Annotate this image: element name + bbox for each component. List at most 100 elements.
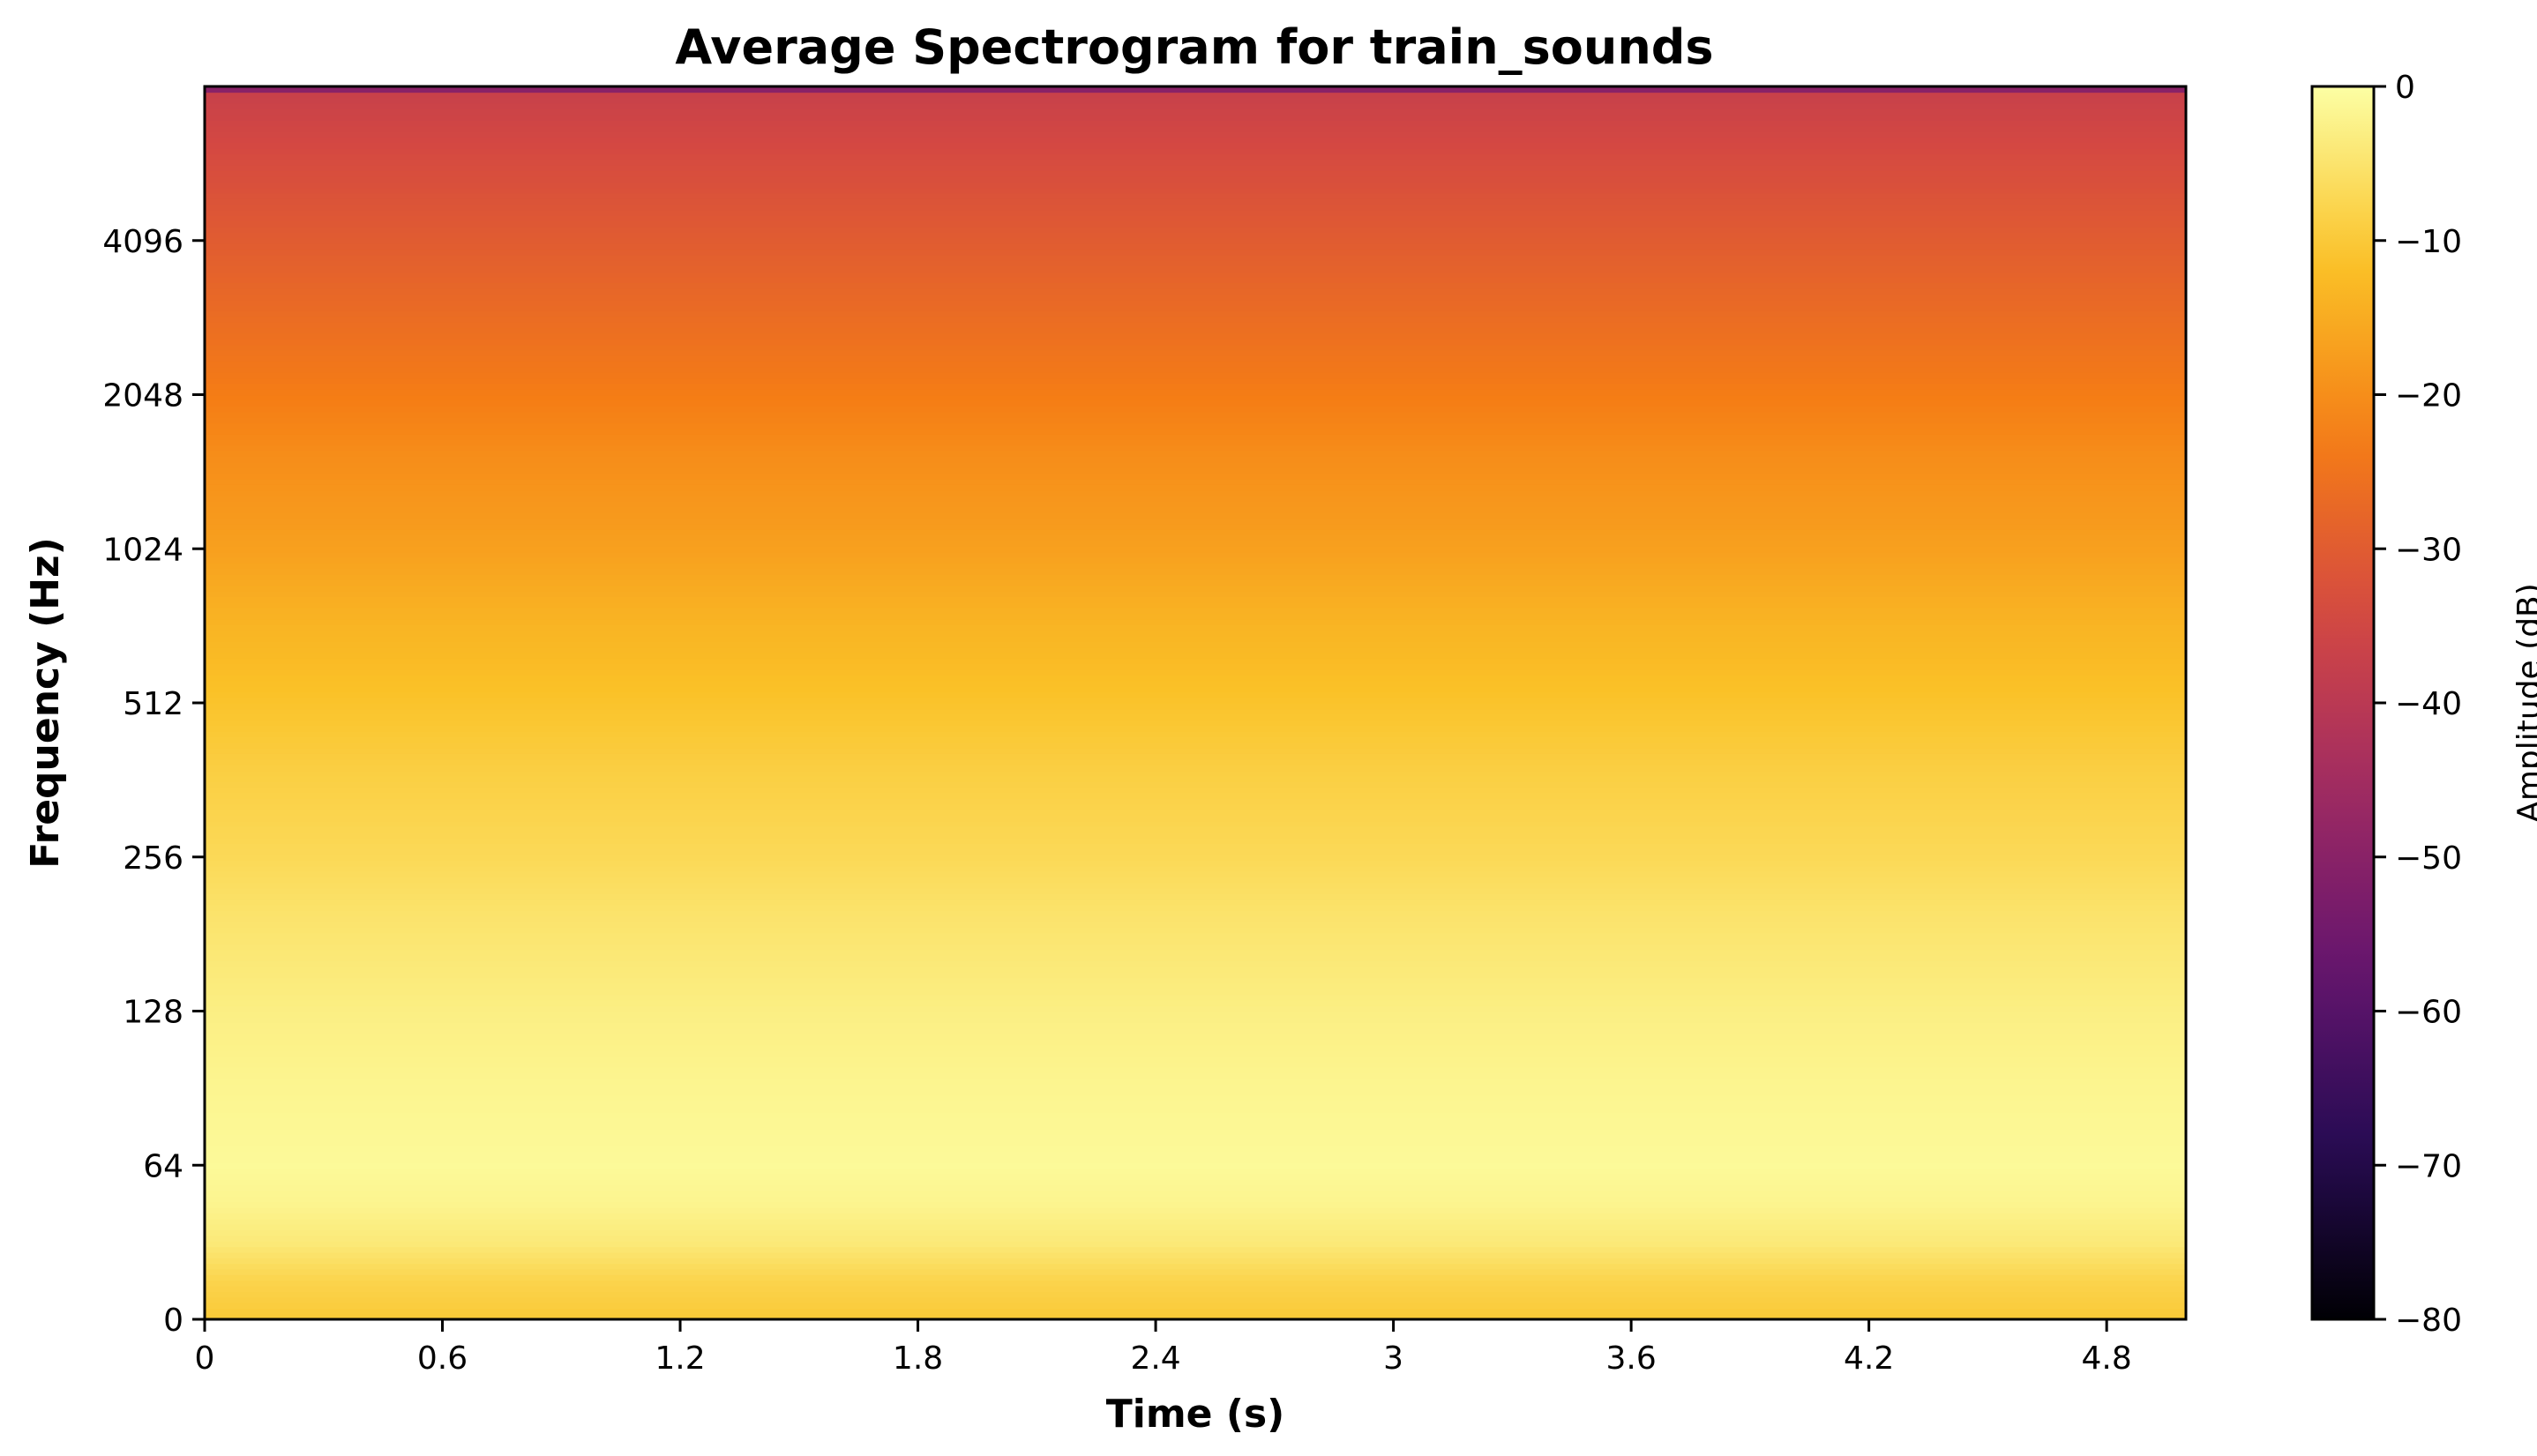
colorbar-tick-label: −50 [2395, 840, 2462, 877]
heatmap-row [205, 220, 2186, 228]
heatmap-row [205, 596, 2186, 603]
heatmap-row [205, 630, 2186, 637]
heatmap-row [205, 1134, 2186, 1141]
y-axis-title: Frequency (Hz) [23, 537, 68, 869]
heatmap-row [205, 394, 2186, 401]
heatmap-row [205, 204, 2186, 211]
heatmap-row [205, 451, 2186, 458]
heatmap-row [205, 1072, 2186, 1079]
heatmap-row [205, 1005, 2186, 1012]
heatmap-row [205, 1156, 2186, 1163]
heatmap-row [205, 652, 2186, 659]
heatmap-row [205, 1213, 2186, 1220]
heatmap-row [205, 803, 2186, 810]
heatmap-row [205, 1184, 2186, 1191]
heatmap-row [205, 461, 2186, 468]
heatmap-row [205, 304, 2186, 311]
heatmap-row [205, 1246, 2186, 1253]
y-tick-label: 0 [163, 1303, 183, 1339]
heatmap-row [205, 954, 2186, 962]
heatmap-row [205, 607, 2186, 615]
heatmap-row [205, 989, 2186, 996]
heatmap-row [205, 736, 2186, 743]
heatmap-row [205, 775, 2186, 782]
heatmap-row [205, 1179, 2186, 1186]
heatmap-row [205, 663, 2186, 670]
heatmap-row [205, 1084, 2186, 1091]
heatmap-row [205, 713, 2186, 721]
heatmap-row [205, 456, 2186, 463]
heatmap-row [205, 1296, 2186, 1303]
heatmap-row [205, 377, 2186, 385]
heatmap-row [205, 949, 2186, 956]
x-tick-label: 1.8 [893, 1340, 943, 1377]
heatmap-row [205, 299, 2186, 306]
heatmap-row [205, 277, 2186, 284]
heatmap-row [205, 175, 2186, 183]
heatmap-row [205, 1139, 2186, 1146]
heatmap-row [205, 1033, 2186, 1041]
heatmap-row [205, 1044, 2186, 1051]
heatmap-row [205, 1094, 2186, 1101]
heatmap-row [205, 646, 2186, 653]
heatmap-row [205, 1251, 2186, 1258]
x-tick-label: 0.6 [417, 1340, 468, 1377]
heatmap-row [205, 764, 2186, 772]
heatmap-row [205, 411, 2186, 418]
heatmap-row [205, 1190, 2186, 1197]
heatmap-row [205, 932, 2186, 939]
heatmap-row [205, 1173, 2186, 1180]
heatmap-row [205, 422, 2186, 429]
heatmap-row [205, 1056, 2186, 1063]
heatmap-row [205, 125, 2186, 132]
heatmap-row [205, 92, 2186, 99]
heatmap-row [205, 1078, 2186, 1085]
colorbar-tick-label: −60 [2395, 995, 2462, 1031]
heatmap-row [205, 1027, 2186, 1034]
heatmap-row [205, 153, 2186, 161]
heatmap-row [205, 613, 2186, 620]
heatmap-row [205, 209, 2186, 216]
heatmap-row [205, 825, 2186, 833]
heatmap-row [205, 1117, 2186, 1124]
heatmap-row [205, 389, 2186, 396]
heatmap-row [205, 1067, 2186, 1074]
heatmap-row [205, 433, 2186, 441]
colorbar-tick-label: −10 [2395, 224, 2462, 260]
colorbar-tick-label: 0 [2395, 70, 2415, 106]
x-tick-label: 4.8 [2082, 1340, 2132, 1377]
colorbar-axis: 0 −10 −20 −30 −40 −50 −60 −70 −80 [2374, 70, 2462, 1339]
heatmap-row [205, 444, 2186, 452]
heatmap-row [205, 478, 2186, 485]
heatmap-row [205, 1280, 2186, 1287]
heatmap-row [205, 1235, 2186, 1242]
heatmap-row [205, 1313, 2186, 1320]
heatmap-row [205, 1263, 2186, 1270]
heatmap-row [205, 316, 2186, 323]
heatmap-row [205, 372, 2186, 379]
heatmap-row [205, 103, 2186, 110]
heatmap-row [205, 915, 2186, 922]
heatmap-row [205, 675, 2186, 682]
heatmap-row [205, 1089, 2186, 1096]
y-tick-label: 2048 [102, 378, 183, 414]
y-tick-label: 128 [123, 995, 183, 1031]
heatmap-row [205, 787, 2186, 794]
heatmap-row [205, 780, 2186, 788]
heatmap-row [205, 904, 2186, 911]
x-axis-title: Time (s) [1106, 1392, 1285, 1437]
heatmap-row [205, 842, 2186, 850]
heatmap-row [205, 137, 2186, 144]
x-tick-label: 3.6 [1605, 1340, 1656, 1377]
heatmap-row [205, 658, 2186, 665]
y-tick-label: 256 [123, 840, 183, 877]
heatmap-row [205, 1308, 2186, 1315]
heatmap-row [205, 966, 2186, 973]
heatmap-row [205, 618, 2186, 625]
heatmap-row [205, 265, 2186, 273]
heatmap-row [205, 551, 2186, 558]
heatmap-row [205, 792, 2186, 799]
heatmap-row [205, 809, 2186, 816]
heatmap-row [205, 187, 2186, 194]
heatmap-row [205, 601, 2186, 609]
